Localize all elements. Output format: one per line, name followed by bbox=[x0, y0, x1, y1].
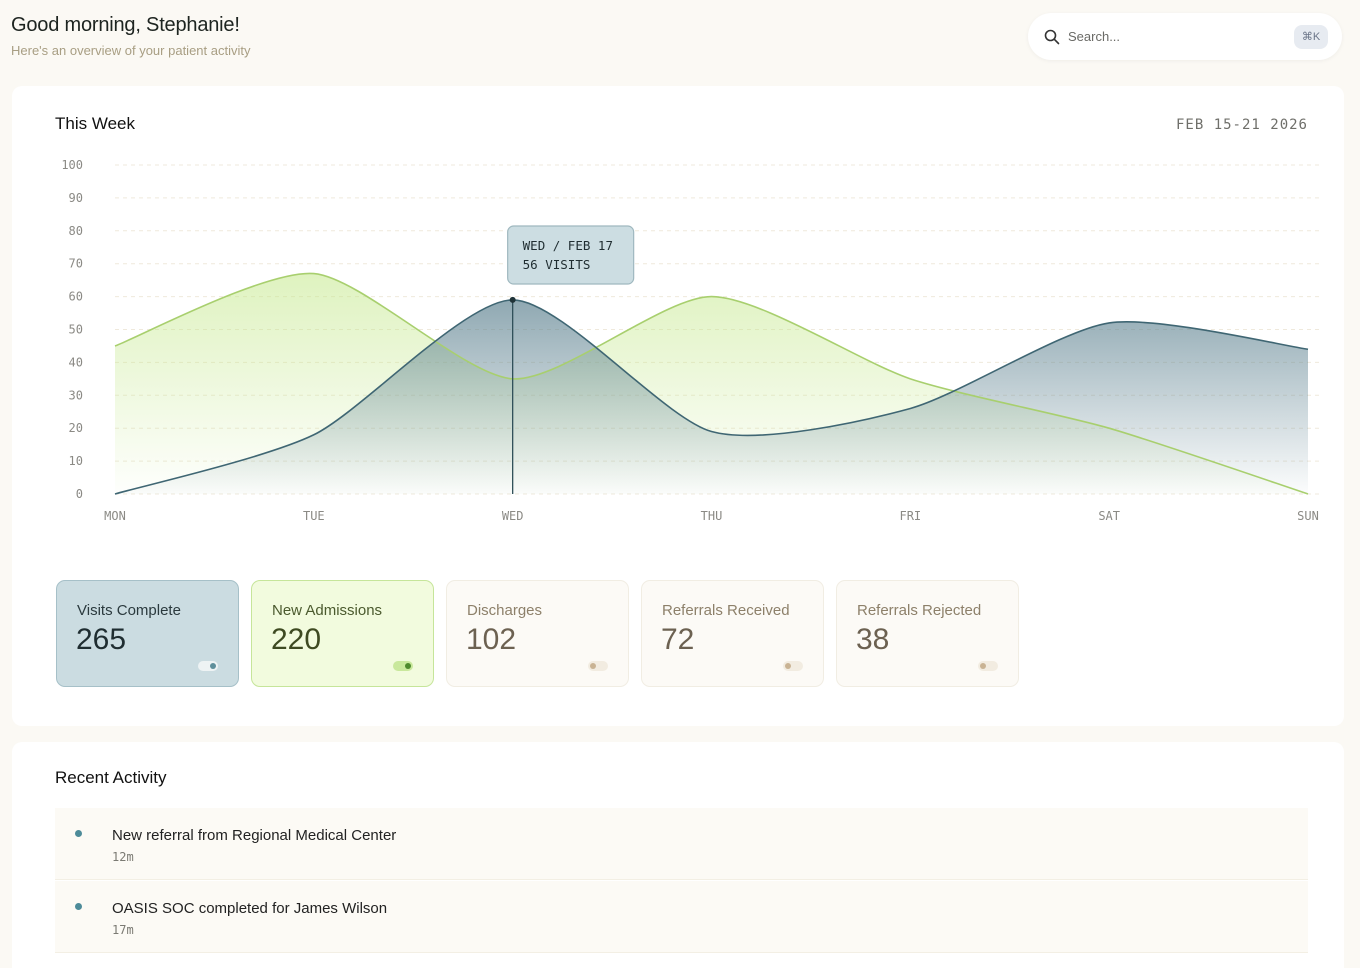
panel-title: This Week bbox=[55, 114, 135, 133]
stat-value: 265 bbox=[76, 623, 127, 656]
y-tick-label: 0 bbox=[76, 487, 83, 501]
y-tick-label: 80 bbox=[69, 224, 83, 238]
y-tick-label: 40 bbox=[69, 355, 83, 369]
stat-label: Discharges bbox=[467, 602, 543, 619]
recent-activity-panel: Recent Activity New referral from Region… bbox=[12, 742, 1344, 968]
activity-time: 17m bbox=[112, 923, 134, 937]
y-tick-label: 10 bbox=[69, 454, 83, 468]
stat-card-discharges[interactable]: Discharges 102 bbox=[446, 580, 629, 687]
y-tick-label: 70 bbox=[69, 257, 83, 271]
stat-label: Visits Complete bbox=[77, 602, 181, 619]
y-tick-label: 30 bbox=[69, 388, 83, 402]
stat-value: 220 bbox=[271, 623, 322, 656]
stat-card-referrals-rejected[interactable]: Referrals Rejected 38 bbox=[836, 580, 1019, 687]
search-icon bbox=[1044, 29, 1060, 44]
tooltip-date: WED / FEB 17 bbox=[523, 238, 613, 253]
series-toggle[interactable] bbox=[198, 661, 218, 671]
x-tick-label: MON bbox=[104, 509, 126, 523]
series-line bbox=[114, 272, 1309, 495]
activity-title: Recent Activity bbox=[55, 768, 167, 787]
status-dot-icon bbox=[75, 903, 82, 910]
activity-text: New referral from Regional Medical Cente… bbox=[112, 827, 397, 844]
search-input[interactable]: Search... bbox=[1068, 29, 1121, 44]
tooltip-box bbox=[507, 225, 635, 285]
x-tick-label: SUN bbox=[1297, 509, 1319, 523]
x-tick-label: TUE bbox=[303, 509, 325, 523]
week-panel: 0 10 20 30 40 50 60 70 80 90 100 MON TUE WED THU FRI SAT… bbox=[12, 86, 1344, 726]
activity-item[interactable]: New referral from Regional Medical Cente… bbox=[55, 808, 1308, 880]
header: Good morning, Stephanie! Here's an overv… bbox=[11, 14, 250, 58]
tooltip-point bbox=[509, 296, 516, 303]
series-toggle[interactable] bbox=[978, 661, 998, 671]
stat-label: Referrals Received bbox=[662, 602, 790, 619]
x-tick-label: FRI bbox=[899, 509, 921, 523]
stat-card-new-admissions[interactable]: New Admissions 220 bbox=[251, 580, 434, 687]
activity-item[interactable]: OASIS SOC completed for James Wilson 17m bbox=[55, 881, 1308, 953]
activity-time: 12m bbox=[112, 850, 134, 864]
x-tick-label: SAT bbox=[1098, 509, 1120, 523]
series-toggle[interactable] bbox=[588, 661, 608, 671]
stat-card-visits-complete[interactable]: Visits Complete 265 bbox=[56, 580, 239, 687]
series-line bbox=[114, 299, 1309, 495]
shortcut-badge: ⌘K bbox=[1294, 24, 1328, 49]
tooltip-value: 56 VISITS bbox=[523, 257, 591, 272]
series-area bbox=[115, 299, 1308, 494]
status-dot-icon bbox=[75, 830, 82, 837]
stat-value: 38 bbox=[856, 623, 890, 656]
greeting: Good morning, Stephanie! bbox=[11, 14, 240, 36]
activity-text: OASIS SOC completed for James Wilson bbox=[112, 900, 388, 917]
stat-label: New Admissions bbox=[272, 602, 383, 619]
weekly-chart: 0 10 20 30 40 50 60 70 80 90 100 MON TUE WED THU FRI SAT… bbox=[61, 158, 1322, 523]
date-range: FEB 15-21 2026 bbox=[1175, 117, 1308, 133]
stat-label: Referrals Rejected bbox=[857, 602, 982, 619]
stat-value: 72 bbox=[661, 623, 695, 656]
search-bar[interactable]: Search... ⌘K bbox=[1028, 13, 1342, 60]
series-toggle[interactable] bbox=[393, 661, 413, 671]
subtitle: Here's an overview of your patient activ… bbox=[11, 43, 251, 58]
stat-card-referrals-received[interactable]: Referrals Received 72 bbox=[641, 580, 824, 687]
y-tick-label: 90 bbox=[69, 191, 83, 205]
series-toggle[interactable] bbox=[783, 661, 803, 671]
stat-value: 102 bbox=[466, 623, 517, 656]
y-tick-label: 20 bbox=[69, 421, 83, 435]
y-tick-label: 50 bbox=[69, 323, 83, 337]
y-tick-label: 60 bbox=[69, 290, 83, 304]
y-tick-label: 100 bbox=[61, 158, 83, 172]
x-tick-label: WED bbox=[502, 509, 524, 523]
x-tick-label: THU bbox=[701, 509, 723, 523]
